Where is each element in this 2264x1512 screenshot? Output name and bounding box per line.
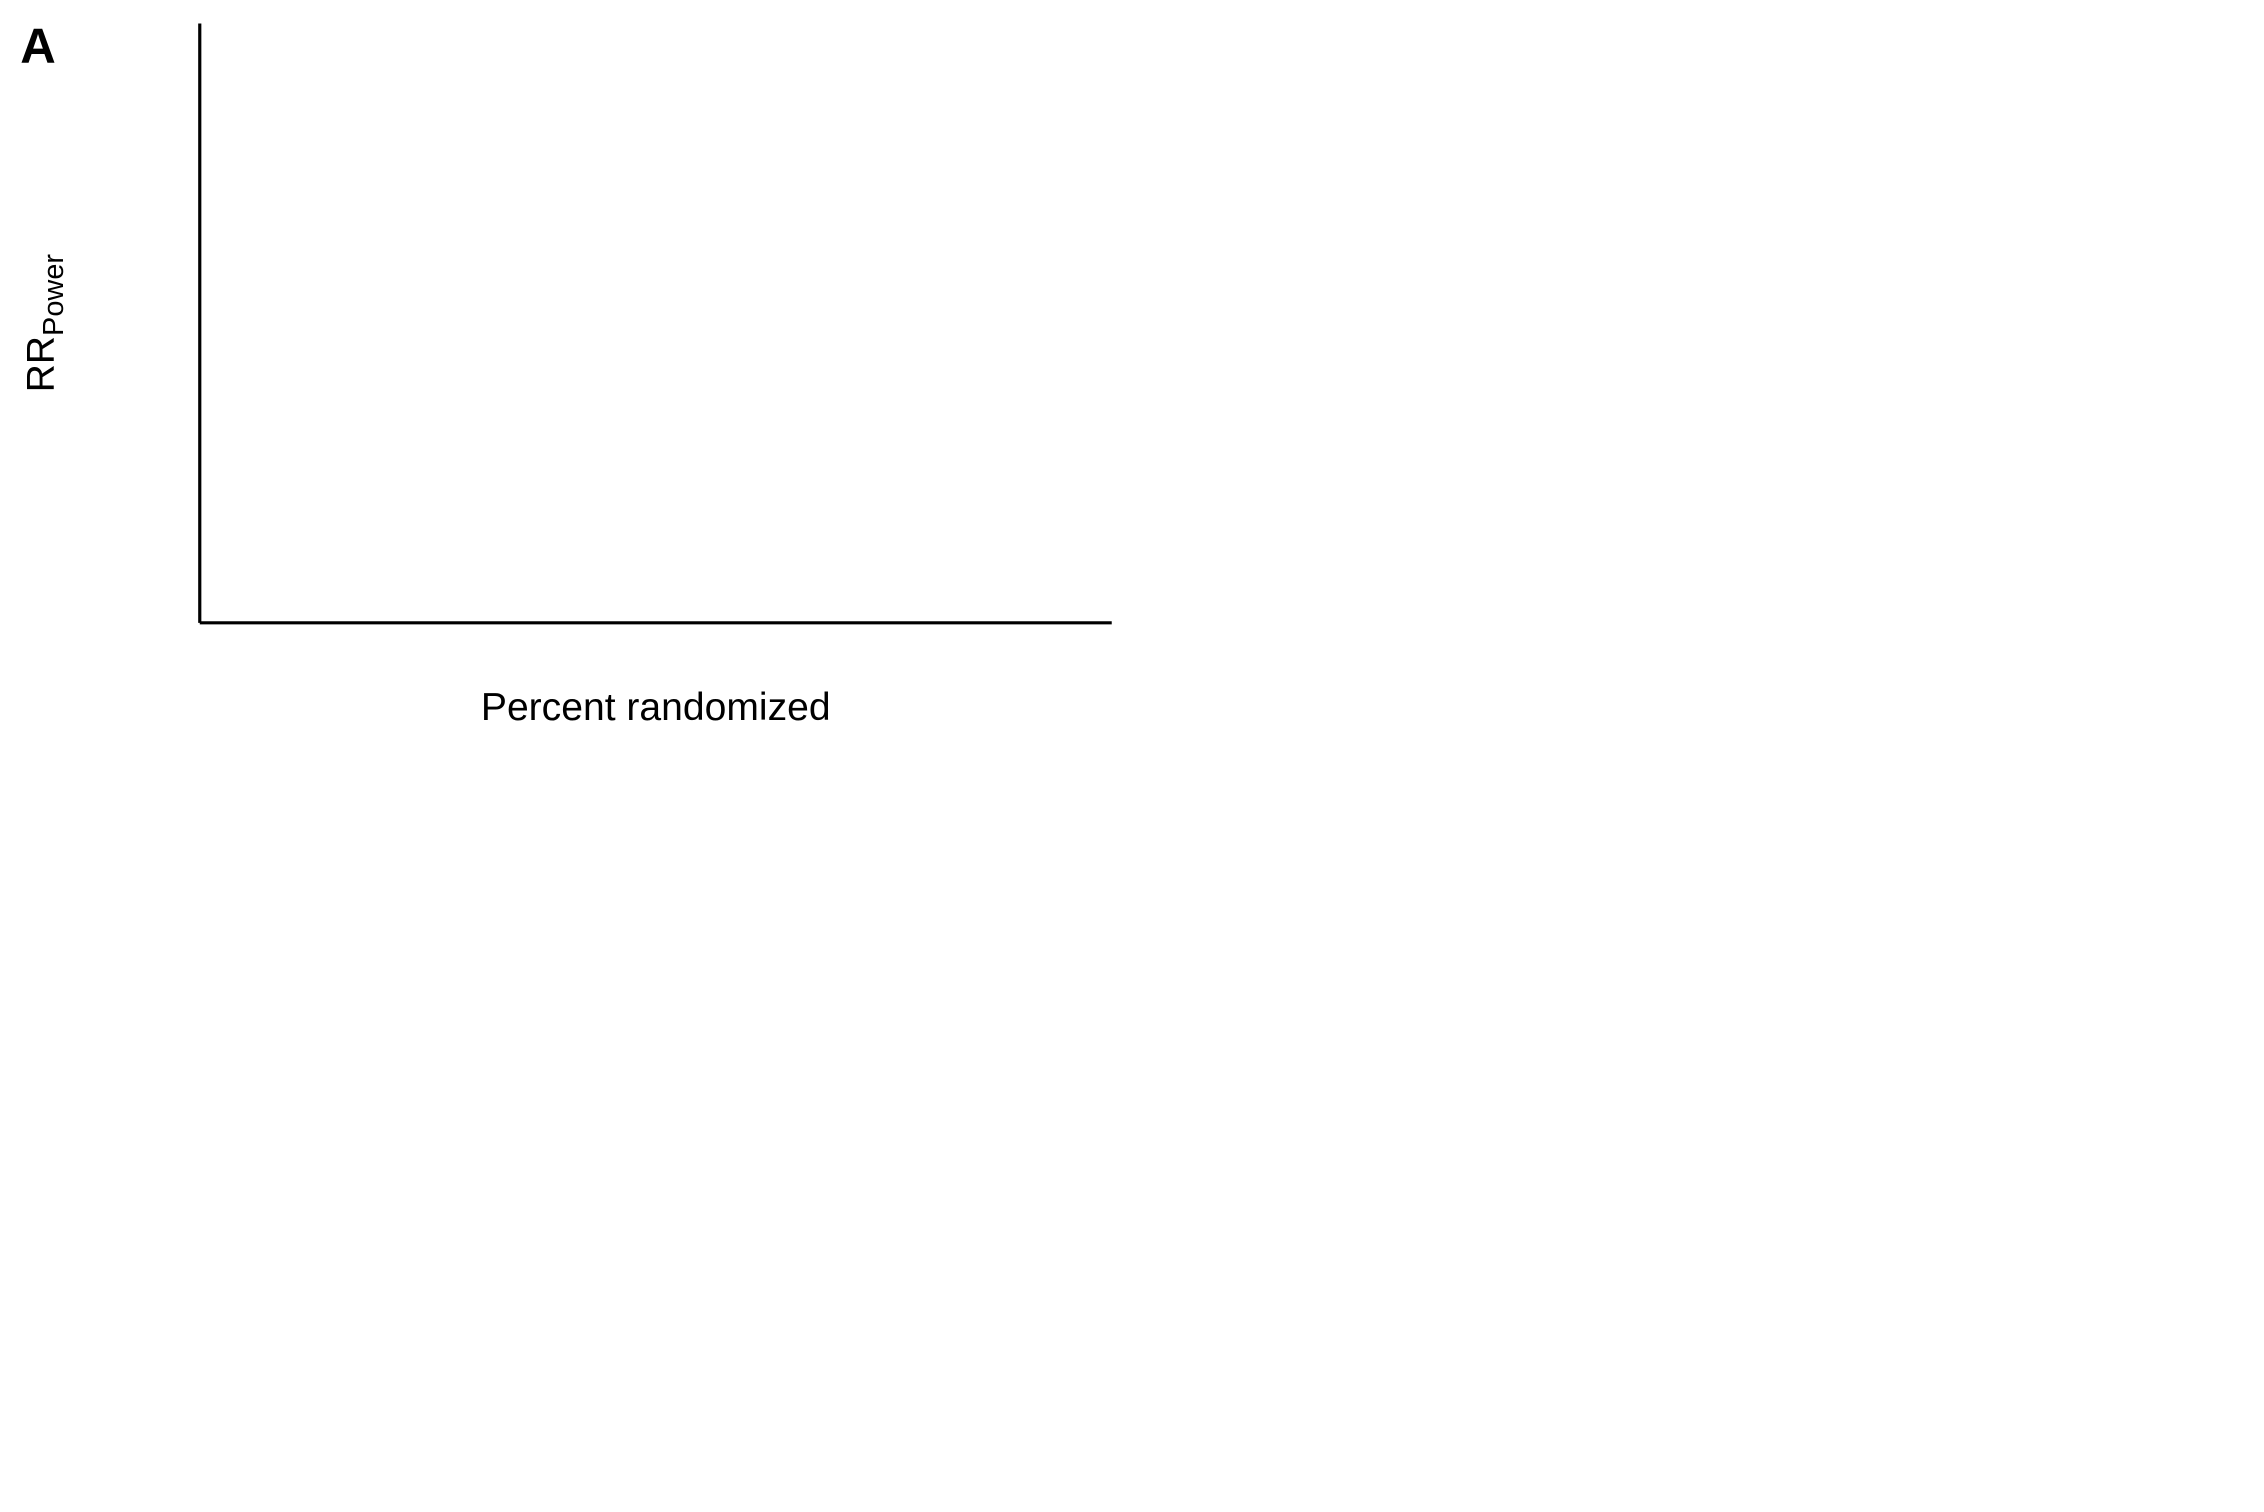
x-axis-title: Percent randomized: [481, 686, 831, 729]
y-axis-title-main: RR: [20, 336, 63, 392]
y-axis-title-sub: Power: [38, 254, 70, 336]
panel-label: A: [20, 19, 56, 74]
y-axis-title: RRPower: [20, 254, 70, 393]
